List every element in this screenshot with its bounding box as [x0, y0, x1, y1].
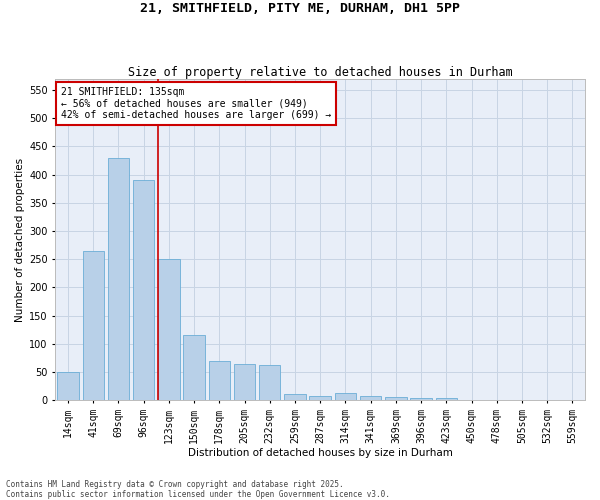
- X-axis label: Distribution of detached houses by size in Durham: Distribution of detached houses by size …: [188, 448, 452, 458]
- Text: Contains HM Land Registry data © Crown copyright and database right 2025.
Contai: Contains HM Land Registry data © Crown c…: [6, 480, 390, 499]
- Bar: [385, 397, 407, 400]
- Y-axis label: Number of detached properties: Number of detached properties: [15, 158, 25, 322]
- Bar: [335, 393, 356, 400]
- Bar: [209, 361, 230, 401]
- Bar: [83, 251, 104, 400]
- Bar: [58, 372, 79, 400]
- Bar: [259, 365, 280, 400]
- Bar: [410, 398, 432, 400]
- Bar: [108, 158, 129, 400]
- Bar: [436, 398, 457, 400]
- Text: 21, SMITHFIELD, PITY ME, DURHAM, DH1 5PP: 21, SMITHFIELD, PITY ME, DURHAM, DH1 5PP: [140, 2, 460, 16]
- Title: Size of property relative to detached houses in Durham: Size of property relative to detached ho…: [128, 66, 512, 78]
- Bar: [184, 336, 205, 400]
- Bar: [158, 259, 179, 400]
- Bar: [360, 396, 382, 400]
- Bar: [133, 180, 154, 400]
- Text: 21 SMITHFIELD: 135sqm
← 56% of detached houses are smaller (949)
42% of semi-det: 21 SMITHFIELD: 135sqm ← 56% of detached …: [61, 86, 331, 120]
- Bar: [310, 396, 331, 400]
- Bar: [284, 394, 306, 400]
- Bar: [234, 364, 255, 401]
